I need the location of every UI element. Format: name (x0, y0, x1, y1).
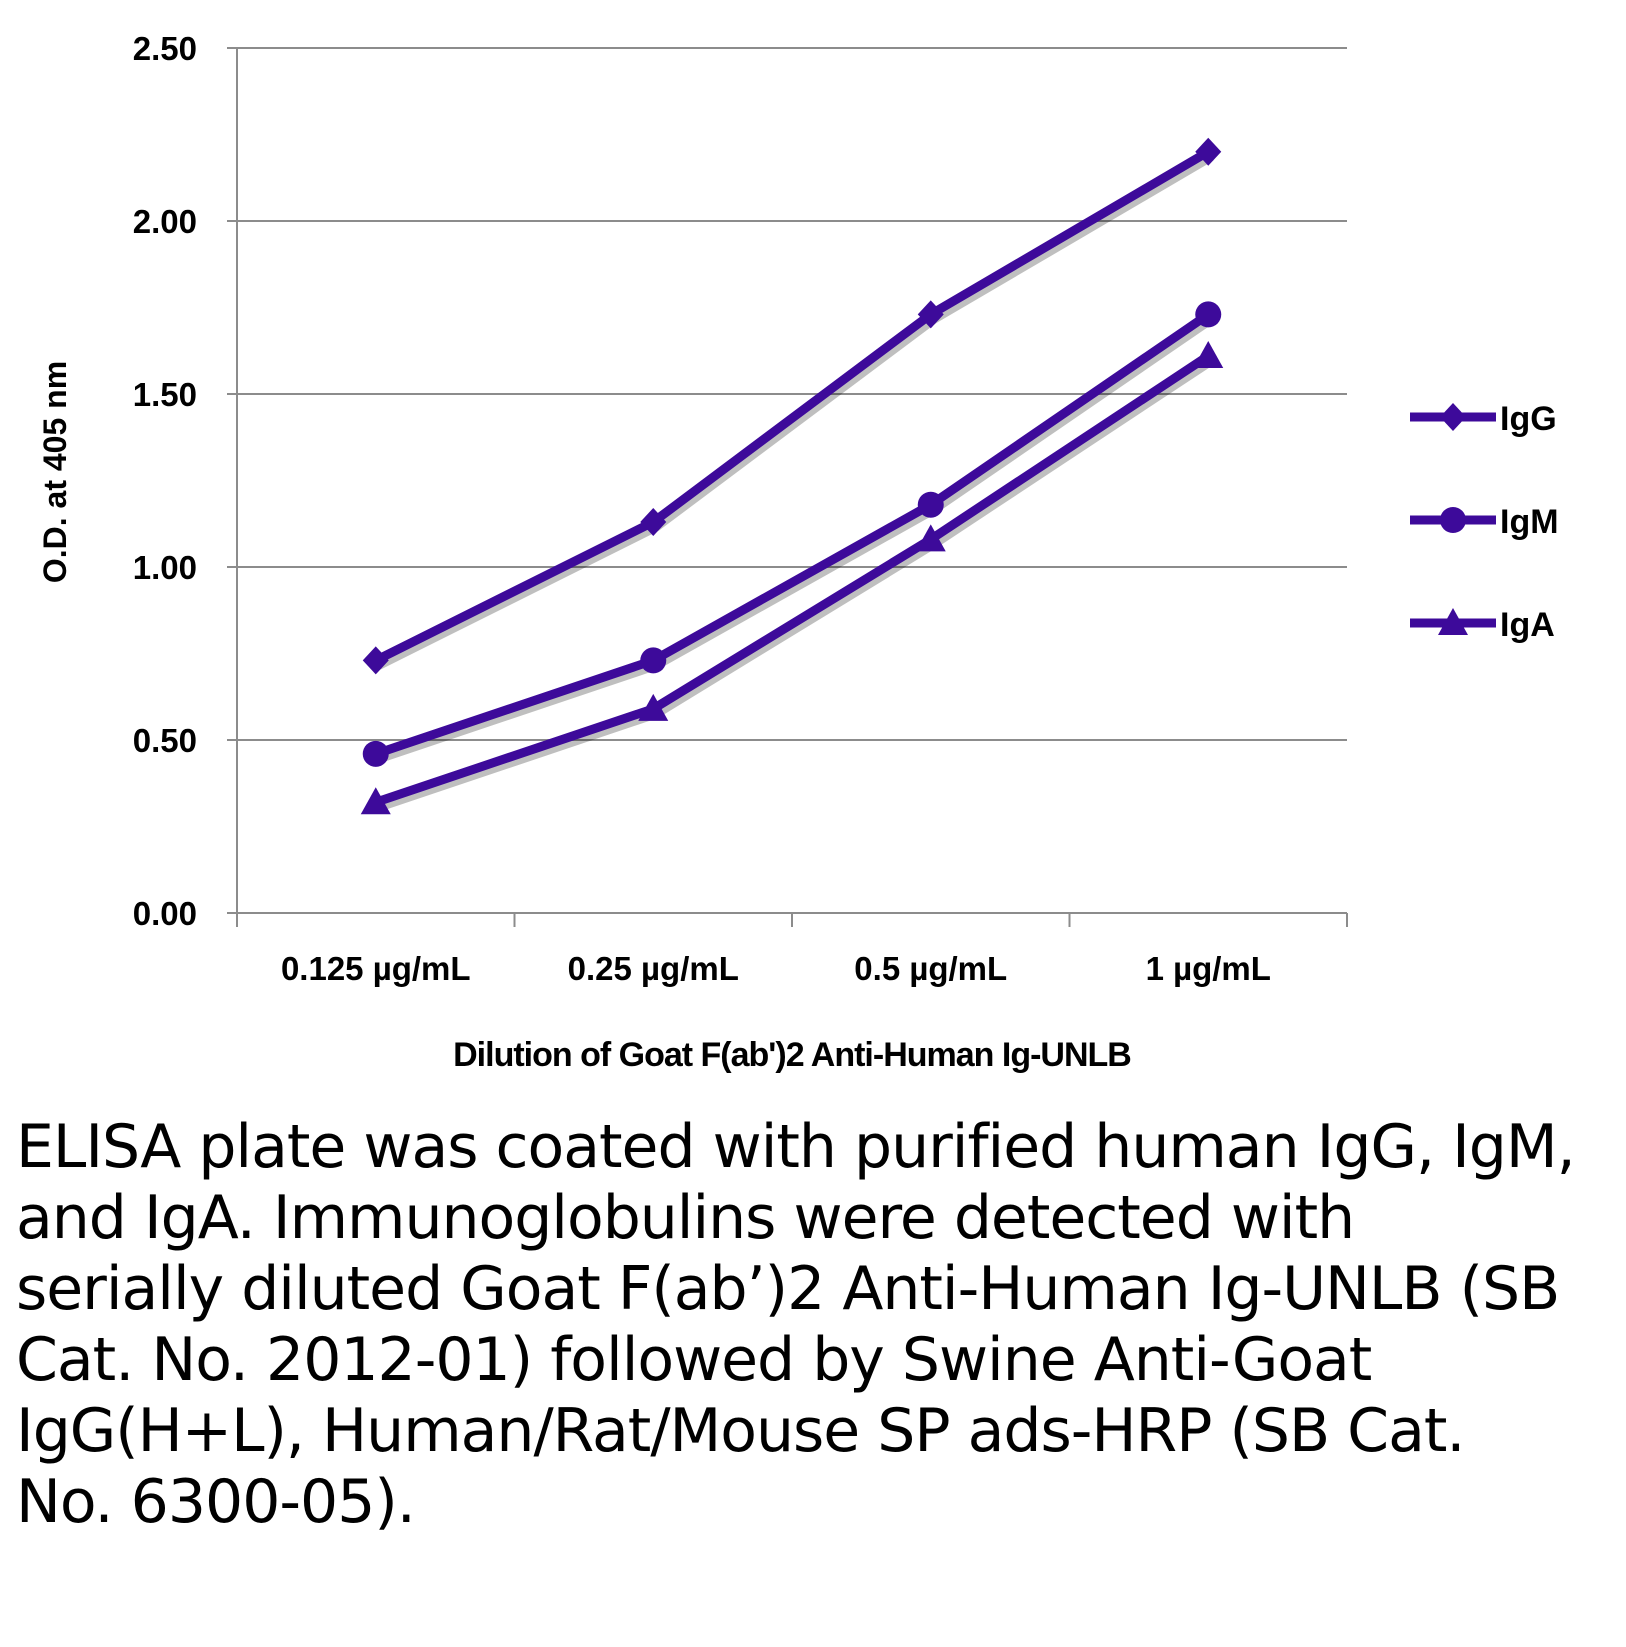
x-tick-label: 0.125 µg/mL (281, 950, 471, 987)
series-line-IgG (373, 147, 1211, 665)
series-shadow-IgG (376, 152, 1214, 670)
series-line-IgA (374, 352, 1211, 807)
line-chart: 0.00 0.50 1.00 1.50 2.00 2.50 0.125 µg/mL 0.25 … (37, 30, 1559, 1074)
legend-label: IgG (1500, 400, 1557, 438)
x-tick-label: 0.25 µg/mL (568, 950, 739, 987)
series-shadow-IgM (377, 315, 1214, 764)
y-tick-label: 1.00 (133, 549, 197, 586)
data-point-IgG (640, 508, 667, 537)
data-point-IgA (638, 693, 669, 721)
series-shadow-IgA (377, 357, 1214, 812)
y-tick-label: 0.50 (133, 722, 197, 759)
y-tick-label: 0.00 (133, 895, 197, 932)
y-tick-label: 1.50 (133, 376, 197, 413)
data-point-IgA (915, 524, 946, 552)
legend-marker-IgM-icon (1440, 507, 1466, 533)
y-tick-label: 2.50 (133, 30, 197, 67)
series-line-IgM (374, 310, 1211, 759)
y-tick-label: 2.00 (133, 203, 197, 240)
legend-marker-IgA-icon (1438, 608, 1468, 635)
x-axis-title: Dilution of Goat F(ab')2 Anti-Human Ig-U… (453, 1036, 1131, 1074)
data-point-IgM (917, 491, 944, 518)
data-point-IgG (362, 646, 389, 675)
data-point-IgM (1195, 301, 1222, 328)
data-point-IgM (640, 647, 667, 674)
data-point-IgA (1193, 340, 1224, 368)
legend-label: IgM (1500, 503, 1559, 541)
figure-caption: ELISA plate was coated with purified hum… (16, 1112, 1576, 1537)
legend-marker-IgG-icon (1440, 403, 1466, 431)
data-point-IgM (362, 740, 389, 767)
data-point-IgG (917, 300, 944, 329)
y-axis-title: O.D. at 405 nm (37, 361, 73, 583)
x-tick-label: 1 µg/mL (1146, 950, 1271, 987)
data-point-IgG (1195, 137, 1222, 166)
legend-label: IgA (1500, 606, 1555, 644)
x-tick-label: 0.5 µg/mL (854, 950, 1007, 987)
data-point-IgA (360, 787, 391, 815)
